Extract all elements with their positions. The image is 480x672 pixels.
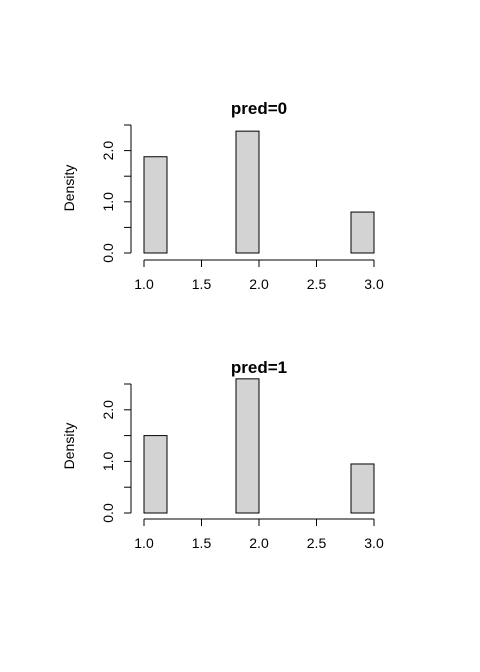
histogram-bar-0 (143, 435, 168, 514)
y-tick-label: 2.0 (100, 141, 116, 161)
histogram-bar-9 (350, 211, 375, 254)
x-tick-label: 2.5 (307, 535, 327, 551)
histogram-bar-9 (350, 463, 375, 514)
y-tick-label: 2.0 (100, 400, 116, 420)
histogram-bar-0 (143, 156, 168, 254)
y-axis: 0.0 1.0 2.0 (100, 124, 132, 263)
x-tick-label: 2.5 (307, 276, 327, 292)
panel-pred-0: pred=0 Density 1.0 1.5 2.0 2.5 3.0 0.0 1.0 2.0 (61, 99, 384, 292)
histogram-bar-4 (235, 378, 260, 514)
y-tick-label: 1.0 (100, 192, 116, 212)
x-tick-label: 3.0 (364, 535, 384, 551)
x-axis: 1.0 1.5 2.0 2.5 3.0 (134, 518, 384, 551)
x-tick-label: 3.0 (364, 276, 384, 292)
x-axis: 1.0 1.5 2.0 2.5 3.0 (134, 259, 384, 292)
y-tick-label: 0.0 (100, 503, 116, 523)
y-axis-label: Density (61, 423, 77, 470)
x-tick-label: 2.0 (249, 535, 269, 551)
bars-group (143, 130, 375, 254)
panel-pred-1: pred=1 Density 1.0 1.5 2.0 2.5 3.0 0.0 1.0 2.0 (61, 358, 384, 551)
x-tick-label: 1.0 (134, 276, 154, 292)
y-tick-label: 1.0 (100, 451, 116, 471)
y-axis: 0.0 1.0 2.0 (100, 383, 132, 523)
bars-group (143, 378, 375, 514)
y-axis-label: Density (61, 165, 77, 212)
panel-title: pred=1 (231, 358, 287, 377)
panel-title: pred=0 (231, 99, 287, 118)
x-tick-label: 2.0 (249, 276, 269, 292)
x-tick-label: 1.5 (192, 535, 212, 551)
x-tick-label: 1.0 (134, 535, 154, 551)
histogram-bar-4 (235, 130, 260, 254)
x-tick-label: 1.5 (192, 276, 212, 292)
y-tick-label: 0.0 (100, 243, 116, 263)
